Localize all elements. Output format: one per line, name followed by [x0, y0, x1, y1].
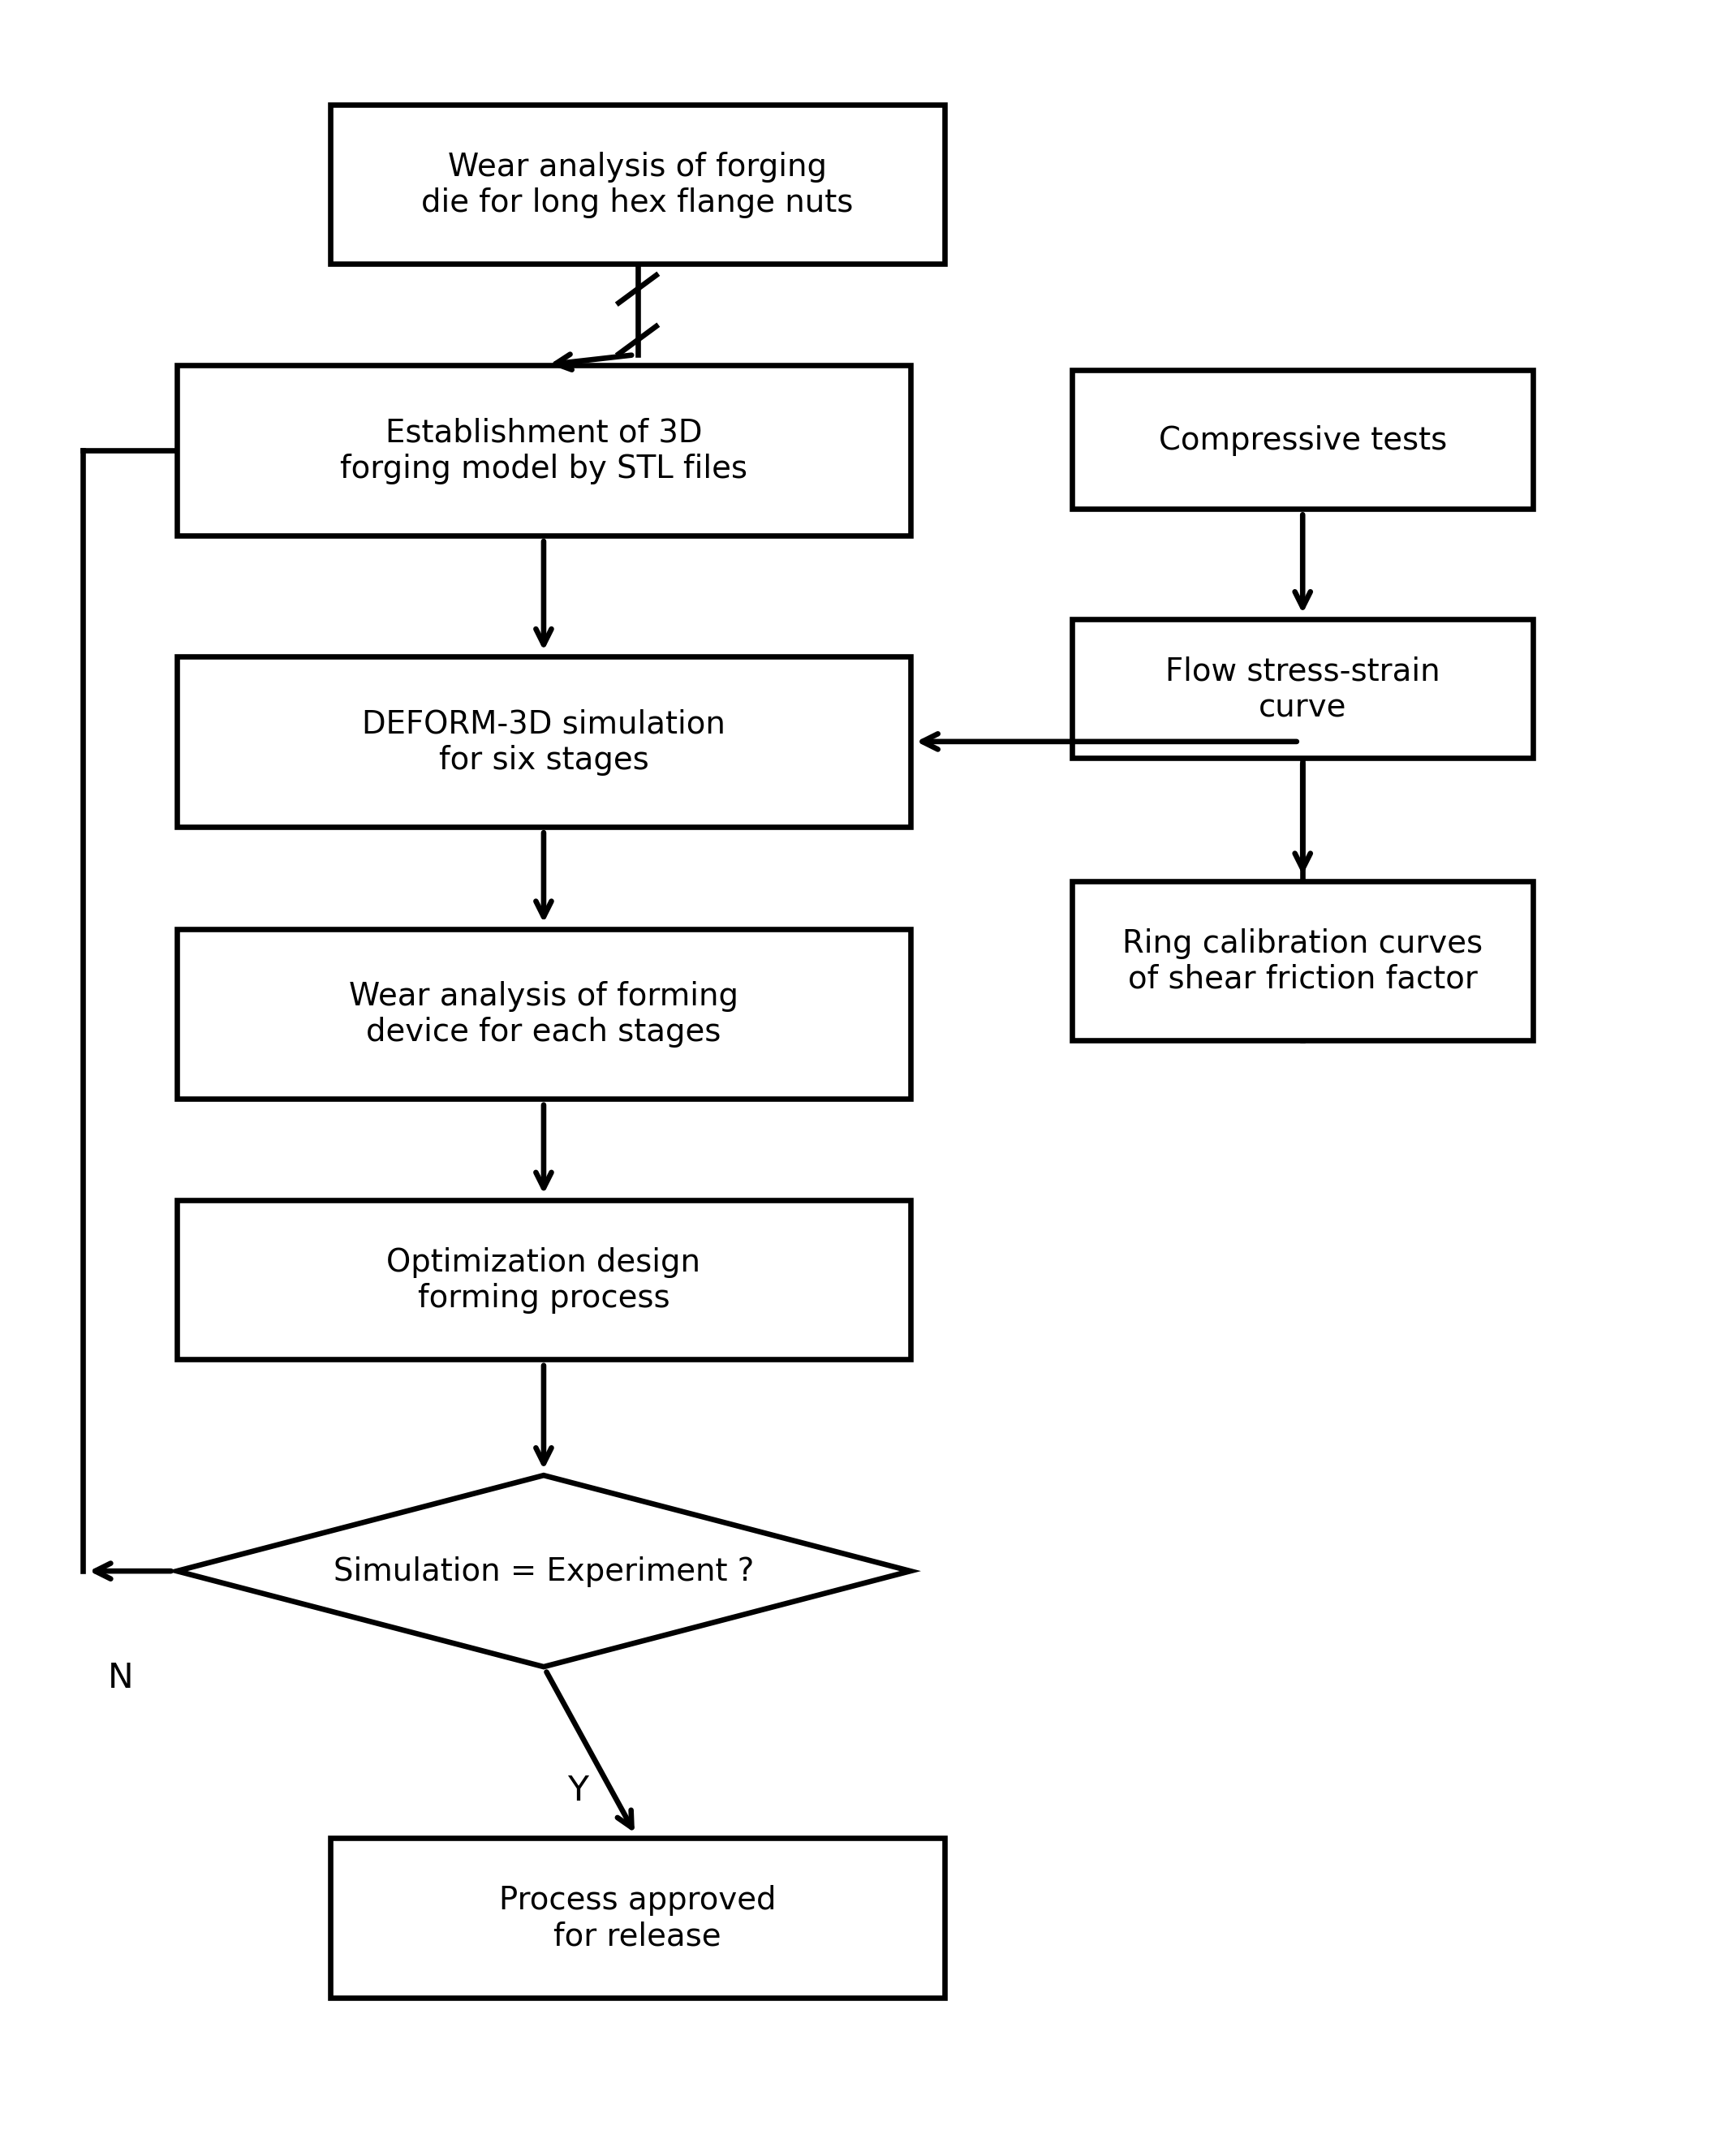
Text: Wear analysis of forging
die for long hex flange nuts: Wear analysis of forging die for long he…	[422, 151, 854, 218]
FancyBboxPatch shape	[177, 367, 911, 537]
FancyBboxPatch shape	[177, 929, 911, 1100]
FancyBboxPatch shape	[177, 1201, 911, 1360]
Text: Optimization design
forming process: Optimization design forming process	[387, 1246, 701, 1313]
Text: Process approved
for release: Process approved for release	[498, 1884, 776, 1951]
FancyBboxPatch shape	[177, 658, 911, 828]
Text: N: N	[108, 1660, 134, 1695]
Text: Ring calibration curves
of shear friction factor: Ring calibration curves of shear frictio…	[1123, 927, 1482, 994]
Text: Compressive tests: Compressive tests	[1159, 425, 1447, 455]
FancyBboxPatch shape	[1072, 882, 1532, 1041]
Polygon shape	[177, 1475, 911, 1667]
FancyBboxPatch shape	[1072, 619, 1532, 759]
FancyBboxPatch shape	[1072, 371, 1532, 509]
FancyBboxPatch shape	[330, 106, 944, 265]
Text: Wear analysis of forming
device for each stages: Wear analysis of forming device for each…	[349, 981, 737, 1048]
Text: Establishment of 3D
forging model by STL files: Establishment of 3D forging model by STL…	[340, 418, 748, 485]
Text: DEFORM-3D simulation
for six stages: DEFORM-3D simulation for six stages	[363, 709, 725, 776]
Text: Y: Y	[567, 1772, 588, 1807]
Text: Simulation = Experiment ?: Simulation = Experiment ?	[333, 1557, 753, 1587]
Text: Flow stress-strain
curve: Flow stress-strain curve	[1164, 655, 1440, 722]
FancyBboxPatch shape	[330, 1839, 944, 1999]
